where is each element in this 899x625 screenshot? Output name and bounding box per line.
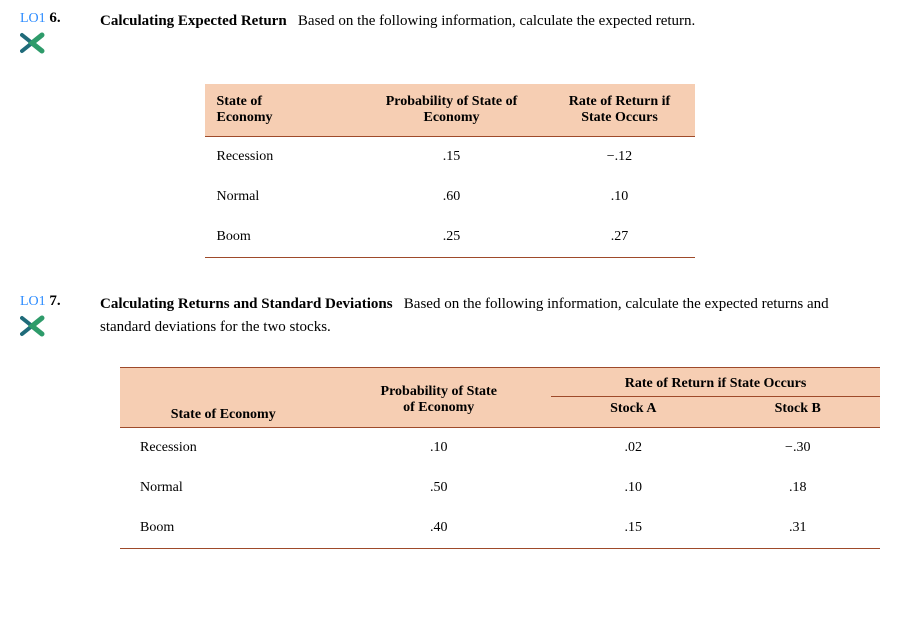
t6-cell: Normal xyxy=(205,177,359,217)
table-row: Recession .15 −.12 xyxy=(205,137,695,178)
excel-icon xyxy=(20,315,100,342)
t7-header-rate-span: Rate of Return if State Occurs xyxy=(551,368,880,397)
t7-cell: .40 xyxy=(326,508,551,549)
t7-cell: .02 xyxy=(551,428,715,469)
table-row: Boom .40 .15 .31 xyxy=(120,508,880,549)
table-6-wrap: State ofEconomy Probability of State ofE… xyxy=(20,84,879,258)
t7-cell: −.30 xyxy=(716,428,880,469)
t6-cell: Boom xyxy=(205,217,359,258)
t6-cell: Recession xyxy=(205,137,359,178)
problem-7-label: LO1 7. xyxy=(20,293,100,342)
t6-cell: .60 xyxy=(359,177,545,217)
t7-cell: .18 xyxy=(716,468,880,508)
lo-tag: LO1 xyxy=(20,11,46,26)
problem-6-text: Based on the following information, calc… xyxy=(298,13,695,29)
table-6: State ofEconomy Probability of State ofE… xyxy=(205,84,695,258)
problem-number: 6. xyxy=(49,10,60,26)
t6-header-prob: Probability of State ofEconomy xyxy=(359,84,545,137)
t6-cell: −.12 xyxy=(544,137,694,178)
t6-header-state: State ofEconomy xyxy=(205,84,359,137)
t7-header-stock-a: Stock A xyxy=(551,397,715,428)
t7-cell: .10 xyxy=(551,468,715,508)
problem-6-title: Calculating Expected Return xyxy=(100,13,287,29)
t7-cell: Boom xyxy=(120,508,326,549)
problem-6: LO1 6. Calculating Expected Return Based… xyxy=(20,10,879,59)
table-7: State of Economy Probability of Stateof … xyxy=(120,367,880,549)
t6-header-rate: Rate of Return ifState Occurs xyxy=(544,84,694,137)
t7-cell: .31 xyxy=(716,508,880,549)
excel-icon xyxy=(20,32,100,59)
t7-header-stock-b: Stock B xyxy=(716,397,880,428)
t7-cell: .15 xyxy=(551,508,715,549)
t7-cell: Recession xyxy=(120,428,326,469)
problem-6-label: LO1 6. xyxy=(20,10,100,59)
problem-number: 7. xyxy=(49,293,60,309)
lo-tag: LO1 xyxy=(20,294,46,309)
t7-header-prob: Probability of Stateof Economy xyxy=(326,368,551,428)
problem-7-body: Calculating Returns and Standard Deviati… xyxy=(100,293,879,338)
t7-cell: Normal xyxy=(120,468,326,508)
table-row: Normal .60 .10 xyxy=(205,177,695,217)
t6-cell: .10 xyxy=(544,177,694,217)
t6-cell: .15 xyxy=(359,137,545,178)
t7-cell: .10 xyxy=(326,428,551,469)
t6-cell: .25 xyxy=(359,217,545,258)
table-7-wrap: State of Economy Probability of Stateof … xyxy=(20,367,879,549)
table-row: Normal .50 .10 .18 xyxy=(120,468,880,508)
problem-7-title: Calculating Returns and Standard Deviati… xyxy=(100,296,393,312)
t6-cell: .27 xyxy=(544,217,694,258)
table-row: Boom .25 .27 xyxy=(205,217,695,258)
table-row: Recession .10 .02 −.30 xyxy=(120,428,880,469)
t7-header-state: State of Economy xyxy=(120,368,326,428)
t7-cell: .50 xyxy=(326,468,551,508)
problem-7: LO1 7. Calculating Returns and Standard … xyxy=(20,293,879,342)
problem-6-body: Calculating Expected Return Based on the… xyxy=(100,10,879,33)
